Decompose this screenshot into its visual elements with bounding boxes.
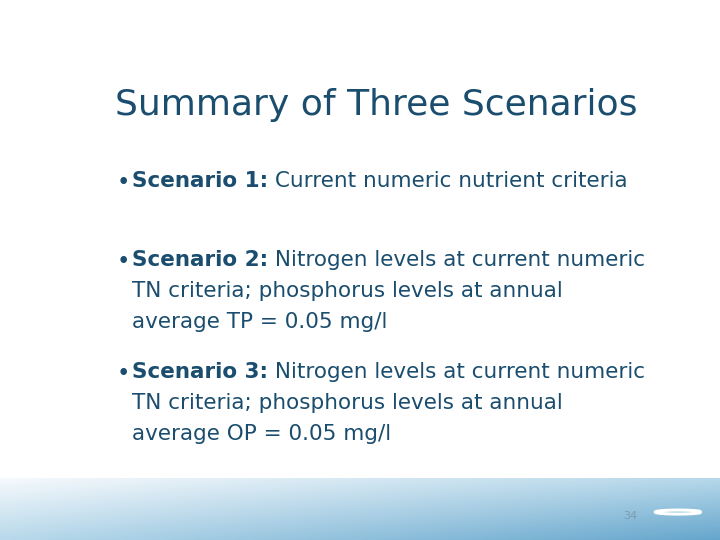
Text: 34: 34 — [623, 511, 637, 522]
Text: average OP = 0.05 mg/l: average OP = 0.05 mg/l — [132, 424, 391, 444]
Text: •: • — [117, 250, 130, 273]
Text: average TP = 0.05 mg/l: average TP = 0.05 mg/l — [132, 312, 387, 332]
Text: Nitrogen levels at current numeric: Nitrogen levels at current numeric — [268, 250, 645, 270]
Text: Scenario 1:: Scenario 1: — [132, 171, 268, 191]
Text: Scenario 3:: Scenario 3: — [132, 362, 268, 382]
Text: Nitrogen levels at current numeric: Nitrogen levels at current numeric — [268, 362, 645, 382]
Text: •: • — [117, 362, 130, 385]
Text: Summary of Three Scenarios: Summary of Three Scenarios — [115, 87, 638, 122]
Text: TN criteria; phosphorus levels at annual: TN criteria; phosphorus levels at annual — [132, 393, 562, 413]
Text: Current numeric nutrient criteria: Current numeric nutrient criteria — [268, 171, 628, 191]
Polygon shape — [672, 511, 704, 514]
Text: TN criteria; phosphorus levels at annual: TN criteria; phosphorus levels at annual — [132, 281, 562, 301]
Text: •: • — [117, 171, 130, 194]
Text: Scenario 2:: Scenario 2: — [132, 250, 268, 270]
